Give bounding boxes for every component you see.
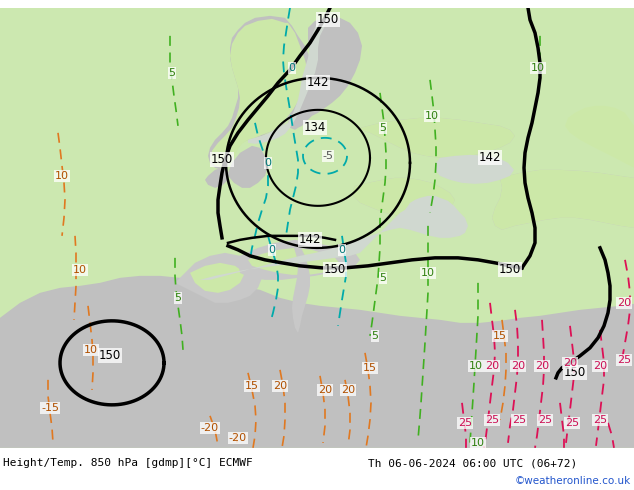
Text: -5: -5: [323, 151, 333, 161]
Polygon shape: [205, 168, 228, 188]
Text: 25: 25: [538, 415, 552, 425]
Polygon shape: [353, 178, 455, 218]
Text: 15: 15: [245, 381, 259, 391]
Text: 20: 20: [485, 361, 499, 371]
Text: 5: 5: [372, 331, 378, 341]
Text: 10: 10: [421, 268, 435, 278]
Polygon shape: [190, 263, 245, 293]
Text: 150: 150: [499, 263, 521, 276]
Polygon shape: [210, 19, 308, 168]
Polygon shape: [248, 18, 328, 144]
Text: 25: 25: [617, 355, 631, 365]
Polygon shape: [175, 253, 262, 303]
Text: 25: 25: [512, 415, 526, 425]
Text: -20: -20: [229, 433, 247, 443]
Text: 5: 5: [380, 273, 387, 283]
Text: 0: 0: [339, 245, 346, 255]
Polygon shape: [228, 146, 268, 188]
Text: Height/Temp. 850 hPa [gdmp][°C] ECMWF: Height/Temp. 850 hPa [gdmp][°C] ECMWF: [3, 458, 253, 468]
Text: 150: 150: [99, 349, 121, 362]
Text: 25: 25: [485, 415, 499, 425]
Polygon shape: [292, 240, 310, 333]
Polygon shape: [200, 196, 468, 280]
Text: 0: 0: [269, 245, 276, 255]
Text: 20: 20: [273, 381, 287, 391]
Text: 20: 20: [341, 385, 355, 395]
Text: 134: 134: [304, 122, 326, 134]
Text: 10: 10: [531, 63, 545, 73]
Text: 150: 150: [317, 13, 339, 26]
Text: 15: 15: [363, 363, 377, 373]
Polygon shape: [288, 18, 362, 130]
Text: 142: 142: [299, 233, 321, 246]
Text: ©weatheronline.co.uk: ©weatheronline.co.uk: [515, 476, 631, 486]
Polygon shape: [492, 170, 634, 230]
Text: 20: 20: [535, 361, 549, 371]
Text: 20: 20: [511, 361, 525, 371]
Text: -20: -20: [201, 423, 219, 433]
Text: 150: 150: [564, 367, 586, 379]
Text: 5: 5: [380, 123, 387, 133]
Text: 10: 10: [471, 438, 485, 448]
Text: 25: 25: [458, 418, 472, 428]
Polygon shape: [360, 118, 515, 158]
Polygon shape: [353, 178, 455, 218]
Text: 150: 150: [324, 263, 346, 276]
Text: Th 06-06-2024 06:00 UTC (06+72): Th 06-06-2024 06:00 UTC (06+72): [368, 458, 577, 468]
Text: 15: 15: [493, 331, 507, 341]
Polygon shape: [238, 240, 360, 280]
Text: 10: 10: [73, 265, 87, 275]
Text: 20: 20: [593, 361, 607, 371]
Text: 25: 25: [593, 415, 607, 425]
Text: 10: 10: [469, 361, 483, 371]
Text: 20: 20: [318, 385, 332, 395]
Text: 20: 20: [617, 298, 631, 308]
Text: 25: 25: [565, 418, 579, 428]
Text: 142: 142: [479, 151, 501, 164]
Text: 142: 142: [307, 76, 329, 89]
Text: 5: 5: [169, 68, 176, 78]
Text: 0: 0: [288, 63, 295, 73]
Polygon shape: [565, 8, 634, 168]
Text: 10: 10: [55, 171, 69, 181]
Text: 10: 10: [84, 345, 98, 355]
Text: 0: 0: [264, 158, 271, 168]
Text: 5: 5: [174, 293, 181, 303]
Text: -15: -15: [41, 403, 59, 413]
Polygon shape: [435, 155, 514, 184]
Text: 20: 20: [563, 358, 577, 368]
Text: 10: 10: [425, 111, 439, 121]
Text: 150: 150: [211, 153, 233, 166]
Polygon shape: [208, 16, 312, 170]
Polygon shape: [492, 170, 634, 230]
Polygon shape: [0, 276, 634, 448]
Polygon shape: [248, 248, 340, 275]
Polygon shape: [360, 118, 515, 158]
